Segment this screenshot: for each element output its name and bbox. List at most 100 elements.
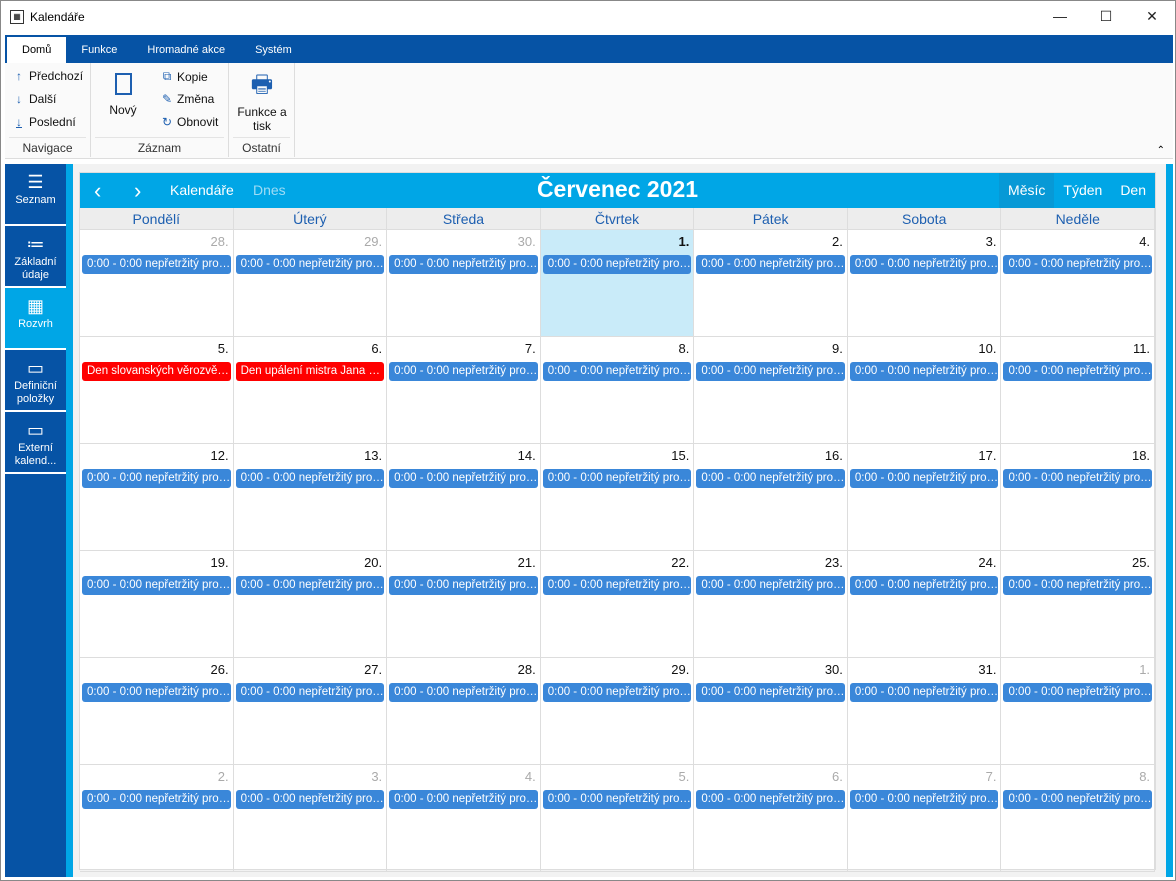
day-cell[interactable]: 18. 0:00 - 0:00 nepřetržitý provoz [1001,444,1156,550]
day-cell[interactable]: 30. 0:00 - 0:00 nepřetržitý provoz [694,658,848,764]
day-cell[interactable]: 10. 0:00 - 0:00 nepřetržitý provoz [848,337,1002,443]
day-number[interactable]: 15. [671,448,690,463]
calendar-event[interactable]: 0:00 - 0:00 nepřetržitý provoz [542,469,692,488]
day-cell[interactable]: 28. 0:00 - 0:00 nepřetržitý provoz [80,230,234,336]
day-number[interactable]: 21. [517,555,536,570]
day-cell[interactable]: 6. 0:00 - 0:00 nepřetržitý provoz [694,765,848,871]
calendar-event[interactable]: 0:00 - 0:00 nepřetržitý provoz [849,255,999,274]
day-cell[interactable]: 27. 0:00 - 0:00 nepřetržitý provoz [234,658,388,764]
day-number[interactable]: 28. [210,234,229,249]
day-cell[interactable]: 29. 0:00 - 0:00 nepřetržitý provoz [541,658,695,764]
day-cell[interactable]: 31. 0:00 - 0:00 nepřetržitý provoz [848,658,1002,764]
day-cell[interactable]: 3. 0:00 - 0:00 nepřetržitý provoz [234,765,388,871]
day-cell[interactable]: 4. 0:00 - 0:00 nepřetržitý provoz [1001,230,1156,336]
next-month-button[interactable]: › [134,178,142,203]
calendar-event[interactable]: 0:00 - 0:00 nepřetržitý provoz [82,576,231,595]
calendar-event[interactable]: 0:00 - 0:00 nepřetržitý provoz [542,683,692,702]
view-day-button[interactable]: Den [1120,182,1146,198]
calendar-event[interactable]: 0:00 - 0:00 nepřetržitý provoz [696,255,845,274]
day-number[interactable]: 17. [978,448,997,463]
last-button[interactable]: ↓ Poslední [13,115,76,129]
calendar-event[interactable]: 0:00 - 0:00 nepřetržitý provoz [849,576,999,595]
tab-funkce[interactable]: Funkce [81,44,118,56]
minimize-button[interactable]: — [1053,8,1067,24]
day-number[interactable]: 29. [364,234,383,249]
day-number[interactable]: 1. [1139,662,1151,677]
day-number[interactable]: 7. [524,341,536,356]
sidebar-item-rozvrh[interactable]: ▦ Rozvrh [5,288,66,350]
day-cell[interactable]: 1. 0:00 - 0:00 nepřetržitý provoz [1001,658,1156,764]
calendar-event[interactable]: 0:00 - 0:00 nepřetržitý provoz [389,576,538,595]
calendar-event[interactable]: 0:00 - 0:00 nepřetržitý provoz [389,469,538,488]
calendar-event[interactable]: 0:00 - 0:00 nepřetržitý provoz [235,790,385,809]
day-number[interactable]: 4. [1139,234,1151,249]
day-cell[interactable]: 6. Den upálení mistra Jana Husa [234,337,388,443]
day-number[interactable]: 26. [210,662,229,677]
day-number[interactable]: 25. [1131,555,1151,570]
day-cell[interactable]: 3. 0:00 - 0:00 nepřetržitý provoz [848,230,1002,336]
tab-hromadne-akce[interactable]: Hromadné akce [147,44,226,56]
calendar-event[interactable]: 0:00 - 0:00 nepřetržitý provoz [542,362,692,381]
day-cell[interactable]: 16. 0:00 - 0:00 nepřetržitý provoz [694,444,848,550]
day-cell[interactable]: 1. 0:00 - 0:00 nepřetržitý provoz [540,230,695,336]
calendar-event[interactable]: 0:00 - 0:00 nepřetržitý provoz [1003,683,1153,702]
day-cell[interactable]: 23. 0:00 - 0:00 nepřetržitý provoz [694,551,848,657]
calendar-event[interactable]: 0:00 - 0:00 nepřetržitý provoz [235,469,385,488]
tab-system[interactable]: Systém [255,44,292,56]
edit-button[interactable]: ✎ Změna [161,92,215,106]
day-number[interactable]: 30. [824,662,843,677]
calendar-event[interactable]: 0:00 - 0:00 nepřetržitý provoz [696,683,845,702]
calendar-event[interactable]: 0:00 - 0:00 nepřetržitý provoz [696,576,845,595]
calendar-event[interactable]: 0:00 - 0:00 nepřetržitý provoz [1003,255,1153,274]
day-number[interactable]: 31. [978,662,997,677]
day-number[interactable]: 3. [371,769,383,784]
day-cell[interactable]: 28. 0:00 - 0:00 nepřetržitý provoz [387,658,541,764]
calendar-event[interactable]: 0:00 - 0:00 nepřetržitý provoz [1003,469,1153,488]
day-number[interactable]: 18. [1131,448,1151,463]
day-number[interactable]: 2. [217,769,229,784]
day-cell[interactable]: 13. 0:00 - 0:00 nepřetržitý provoz [234,444,388,550]
day-cell[interactable]: 22. 0:00 - 0:00 nepřetržitý provoz [541,551,695,657]
calendar-event[interactable]: 0:00 - 0:00 nepřetržitý provoz [1003,576,1153,595]
day-cell[interactable]: 5. Den slovanských věrozvěstů Cyrila a Me… [80,337,234,443]
day-cell[interactable]: 26. 0:00 - 0:00 nepřetržitý provoz [80,658,234,764]
day-cell[interactable]: 12. 0:00 - 0:00 nepřetržitý provoz [80,444,234,550]
day-cell[interactable]: 19. 0:00 - 0:00 nepřetržitý provoz [80,551,234,657]
day-number[interactable]: 9. [832,341,843,356]
day-cell[interactable]: 17. 0:00 - 0:00 nepřetržitý provoz [848,444,1002,550]
calendar-event[interactable]: 0:00 - 0:00 nepřetržitý provoz [849,790,999,809]
day-cell[interactable]: 2. 0:00 - 0:00 nepřetržitý provoz [80,765,234,871]
day-number[interactable]: 24. [978,555,997,570]
calendar-event[interactable]: 0:00 - 0:00 nepřetržitý provoz [542,255,692,274]
sidebar-item-seznam[interactable]: ☰ Seznam [5,164,66,226]
new-button[interactable]: Nový [103,73,143,117]
previous-button[interactable]: ↑ Předchozí [13,69,83,83]
calendar-event[interactable]: 0:00 - 0:00 nepřetržitý provoz [696,362,845,381]
calendar-event[interactable]: 0:00 - 0:00 nepřetržitý provoz [235,576,385,595]
day-number[interactable]: 22. [671,555,690,570]
day-cell[interactable]: 14. 0:00 - 0:00 nepřetržitý provoz [387,444,541,550]
calendar-event[interactable]: 0:00 - 0:00 nepřetržitý provoz [235,683,385,702]
sidebar-item-externi-kalendare[interactable]: ▭ Externí kalend... [5,412,66,474]
day-cell[interactable]: 21. 0:00 - 0:00 nepřetržitý provoz [387,551,541,657]
calendar-event[interactable]: 0:00 - 0:00 nepřetržitý provoz [849,683,999,702]
refresh-button[interactable]: ↻ Obnovit [161,115,219,129]
day-number[interactable]: 27. [364,662,383,677]
sidebar-item-zakladni-udaje[interactable]: ≔ Základní údaje [5,226,66,288]
day-number[interactable]: 11. [1132,341,1151,356]
day-number[interactable]: 28. [517,662,536,677]
calendar-event[interactable]: 0:00 - 0:00 nepřetržitý provoz [849,469,999,488]
print-functions-button[interactable]: 🖶 Funkce a tisk [233,71,291,133]
day-number[interactable]: 6. [371,341,383,356]
day-number[interactable]: 5. [678,769,690,784]
day-number[interactable]: 14. [517,448,536,463]
calendar-event[interactable]: 0:00 - 0:00 nepřetržitý provoz [235,255,385,274]
calendar-event[interactable]: 0:00 - 0:00 nepřetržitý provoz [82,255,231,274]
maximize-button[interactable]: ☐ [1099,7,1113,24]
right-splitter[interactable] [1166,164,1173,877]
calendar-event[interactable]: 0:00 - 0:00 nepřetržitý provoz [542,576,692,595]
tab-domu[interactable]: Domů [7,37,67,63]
day-cell[interactable]: 25. 0:00 - 0:00 nepřetržitý provoz [1001,551,1156,657]
day-number[interactable]: 13. [364,448,383,463]
calendar-event[interactable]: 0:00 - 0:00 nepřetržitý provoz [389,790,538,809]
